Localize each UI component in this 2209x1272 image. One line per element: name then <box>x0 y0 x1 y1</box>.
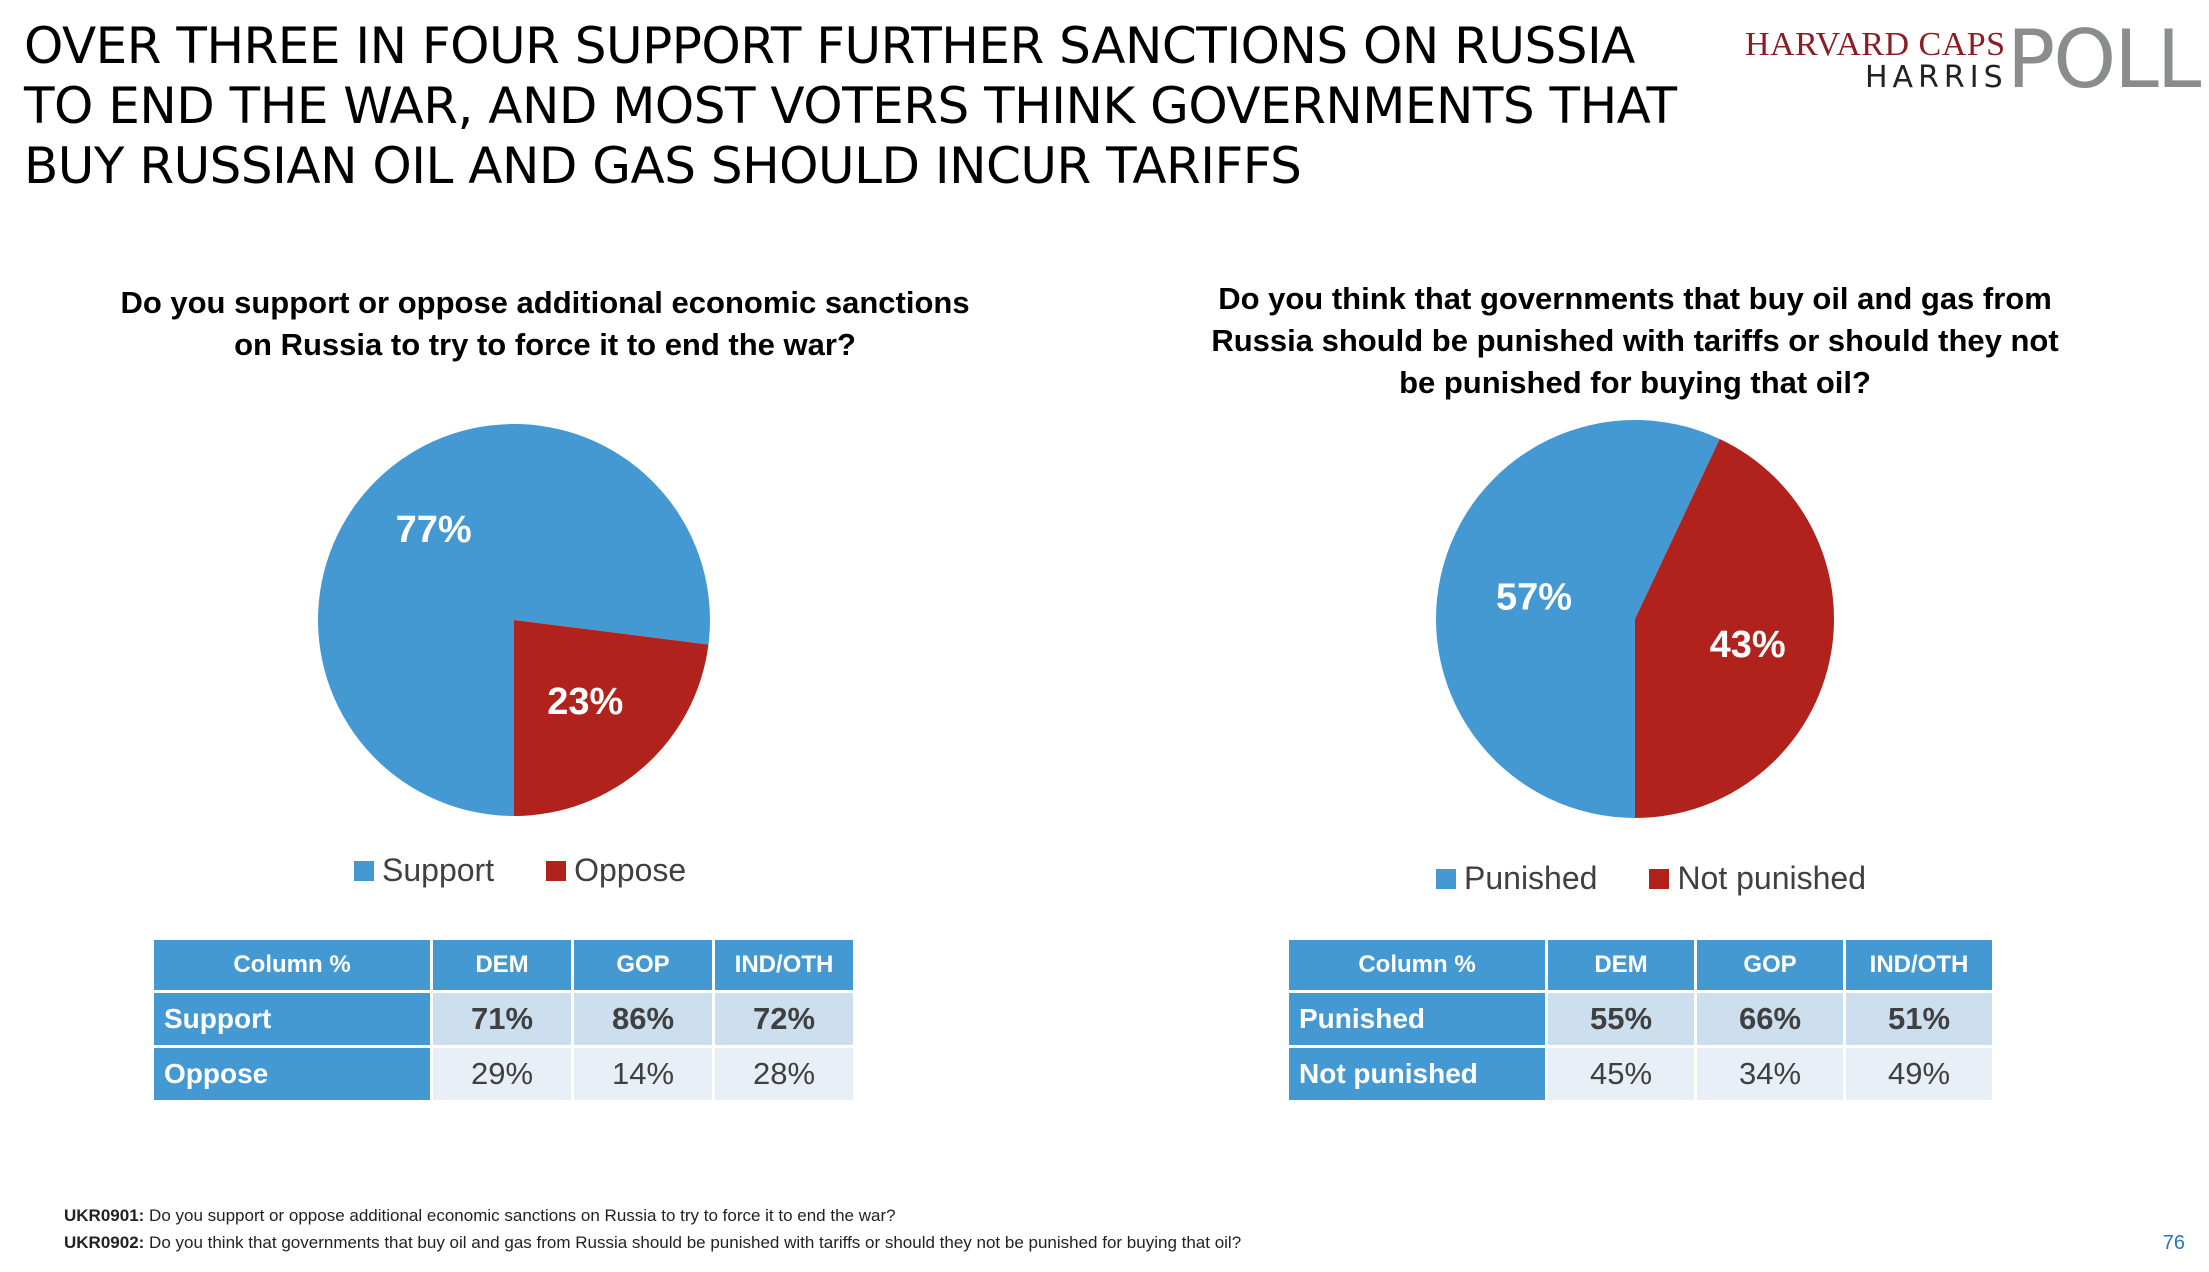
pie-slice-support <box>317 424 710 816</box>
chart1-crosstab-table: Column % DEM GOP IND/OTH Support 71% 86%… <box>151 937 856 1103</box>
table-cell: 86% <box>574 993 712 1045</box>
table-row: Support 71% 86% 72% <box>154 993 853 1045</box>
chart1-pie: 77% 23% <box>317 424 710 816</box>
row-label: Oppose <box>154 1048 430 1100</box>
logo-line2: HARRIS <box>1865 60 2008 95</box>
table-cell: 28% <box>715 1048 853 1100</box>
table-header-cell: Column % <box>1289 940 1545 990</box>
footnote-2: UKR0902: Do you think that governments t… <box>64 1233 1241 1253</box>
table-header-cell: IND/OTH <box>1846 940 1992 990</box>
table-cell: 51% <box>1846 993 1992 1045</box>
pie-data-label-oppose: 23% <box>547 681 623 723</box>
table-cell: 55% <box>1548 993 1694 1045</box>
row-label: Support <box>154 993 430 1045</box>
page-title: OVER THREE IN FOUR SUPPORT FURTHER SANCT… <box>24 17 1677 195</box>
table-cell: 34% <box>1697 1048 1843 1100</box>
table-header-cell: DEM <box>433 940 571 990</box>
table-header-cell: GOP <box>574 940 712 990</box>
legend-swatch-support <box>354 860 374 881</box>
legend-label-oppose: Oppose <box>574 852 687 888</box>
chart1-title: Do you support or oppose additional econ… <box>120 285 970 362</box>
logo-line3: POLL <box>2007 13 2201 106</box>
table-header-row: Column % DEM GOP IND/OTH <box>1289 940 1992 990</box>
pie-data-label-punished: 57% <box>1496 576 1572 618</box>
chart2-pie: 57% 43% <box>1436 420 1834 818</box>
legend-label-punished: Punished <box>1464 860 1598 896</box>
pie-data-label-support: 77% <box>396 509 472 551</box>
pie-slice-oppose <box>514 620 709 816</box>
table-cell: 49% <box>1846 1048 1992 1100</box>
legend-item-punished: Punished <box>1436 860 1597 897</box>
footnote-1: UKR0901: Do you support or oppose additi… <box>64 1206 896 1226</box>
logo-line1: HARVARD CAPS <box>1745 26 2006 63</box>
legend-item-oppose: Oppose <box>546 852 686 889</box>
footnote-text: Do you think that governments that buy o… <box>144 1233 1242 1252</box>
legend-label-support: Support <box>382 852 495 888</box>
chart2-title: Do you think that governments that buy o… <box>1211 281 2059 400</box>
pie-slice-punished <box>1436 420 1720 818</box>
table-row: Punished 55% 66% 51% <box>1289 993 1992 1045</box>
footnote-code: UKR0901: <box>64 1206 145 1225</box>
table-header-cell: DEM <box>1548 940 1694 990</box>
legend-item-not-punished: Not punished <box>1649 860 1866 897</box>
page-number: 76 <box>2162 1232 2185 1254</box>
harvard-caps-harris-poll-logo: HARVARD CAPS HARRIS POLL <box>1745 16 2201 104</box>
row-label: Punished <box>1289 993 1545 1045</box>
table-cell: 71% <box>433 993 571 1045</box>
table-cell: 66% <box>1697 993 1843 1045</box>
footnote-text: Do you support or oppose additional econ… <box>144 1206 896 1225</box>
table-cell: 45% <box>1548 1048 1694 1100</box>
footnote-code: UKR0902: <box>64 1233 145 1252</box>
table-header-cell: GOP <box>1697 940 1843 990</box>
table-cell: 29% <box>433 1048 571 1100</box>
table-cell: 14% <box>574 1048 712 1100</box>
chart2-legend: Punished Not punished <box>1436 860 1866 897</box>
table-header-cell: Column % <box>154 940 430 990</box>
legend-item-support: Support <box>354 852 494 889</box>
table-header-cell: IND/OTH <box>715 940 853 990</box>
pie-data-label-not-punished: 43% <box>1710 624 1786 666</box>
legend-swatch-not-punished <box>1649 868 1670 889</box>
table-cell: 72% <box>715 993 853 1045</box>
legend-label-not-punished: Not punished <box>1677 860 1867 896</box>
table-header-row: Column % DEM GOP IND/OTH <box>154 940 853 990</box>
legend-swatch-punished <box>1436 868 1456 889</box>
chart2-crosstab-table: Column % DEM GOP IND/OTH Punished 55% 66… <box>1286 937 1995 1103</box>
table-row: Not punished 45% 34% 49% <box>1289 1048 1992 1100</box>
pie-slice-not-punished <box>1635 438 1834 818</box>
chart1-legend: Support Oppose <box>354 852 686 889</box>
legend-swatch-oppose <box>546 860 567 881</box>
table-row: Oppose 29% 14% 28% <box>154 1048 853 1100</box>
row-label: Not punished <box>1289 1048 1545 1100</box>
